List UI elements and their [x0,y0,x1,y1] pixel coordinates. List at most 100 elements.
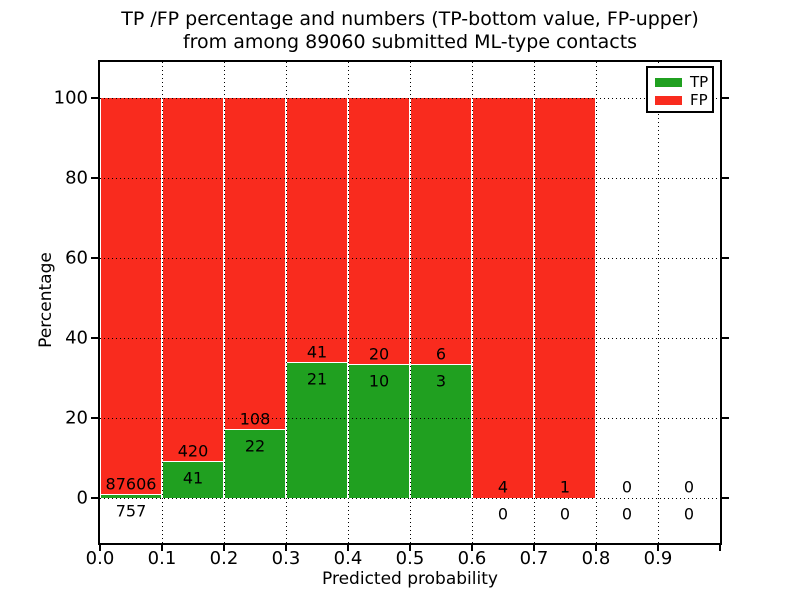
bar-fp-segment [101,98,161,495]
gridline-vertical [224,62,225,543]
tp-count-label: 0 [559,504,571,524]
tp-count-label: 22 [244,436,266,456]
gridline-horizontal [100,498,720,499]
x-tick-mark [285,545,287,551]
gridline-vertical [410,62,411,543]
gridline-horizontal [100,258,720,259]
fp-count-label: 41 [306,342,328,362]
fp-count-label: 1 [559,477,571,497]
x-tick-mark [533,545,535,551]
bar-tp-segment [101,494,161,498]
y-tick-label: 60 [65,247,88,269]
x-tick-label: 0.1 [147,548,177,569]
legend-entry-tp: TP [655,73,712,91]
x-tick-mark [99,545,101,551]
tp-count-label: 41 [182,468,204,488]
tp-swatch-icon [655,77,682,87]
x-tick-label: 0.3 [271,548,301,569]
bar-tp-segment [411,364,471,498]
y-tick-label: 0 [76,487,88,509]
gridline-vertical [472,62,473,543]
y-tick-mark-right [722,497,729,499]
fp-count-label: 0 [683,477,695,497]
tp-count-label: 757 [115,501,147,521]
bar-fp-segment [163,98,223,463]
x-tick-mark [223,545,225,551]
y-tick-label: 80 [65,167,88,189]
x-tick-label: 0.8 [581,548,611,569]
y-tick-mark-right [722,257,729,259]
gridline-horizontal [100,178,720,179]
x-tick-mark [471,545,473,551]
x-tick-mark [719,545,721,551]
y-tick-mark-left [91,257,98,259]
bar-fp-segment [287,98,347,363]
y-tick-mark-right [722,417,729,419]
y-tick-mark-right [722,337,729,339]
gridline-vertical [658,62,659,543]
plot-inner: 87606 757 420 41 108 22 41 21 20 10 6 3 4 0 1 0 0 0 0 0 0.0 0… [54,62,729,569]
x-tick-mark [595,545,597,551]
gridline-horizontal [100,418,720,419]
y-tick-mark-left [91,337,98,339]
gridline-vertical [286,62,287,543]
y-axis-label: Percentage [36,252,56,348]
gridline-vertical [534,62,535,543]
fp-count-label: 6 [435,344,447,364]
tp-count-label: 3 [435,371,447,391]
tp-count-label: 0 [497,504,509,524]
y-tick-mark-left [91,97,98,99]
fp-count-label: 87606 [105,474,157,494]
bar-fp-segment [225,98,285,431]
y-tick-label: 40 [65,327,88,349]
gridline-horizontal [100,98,720,99]
legend: TP FP [646,66,714,113]
x-tick-mark [347,545,349,551]
gridline-vertical [348,62,349,543]
bar-fp-segment [535,98,595,498]
gridline-vertical [162,62,163,543]
y-tick-mark-left [91,497,98,499]
legend-label-tp: TP [690,73,709,91]
legend-entry-fp: FP [655,91,712,109]
bar-tp-segment [287,362,347,498]
bar-tp-segment [163,462,223,498]
x-tick-label: 0.6 [457,548,487,569]
x-tick-mark [161,545,163,551]
chart-title-line1: TP /FP percentage and numbers (TP-bottom… [121,8,699,30]
bar-tp-segment [349,364,409,498]
x-tick-label: 0.5 [395,548,425,569]
x-tick-label: 0.4 [333,548,363,569]
fp-count-label: 4 [497,477,509,497]
x-tick-label: 0.9 [643,548,673,569]
bar-fp-segment [473,98,533,498]
bar-fp-segment [349,98,409,365]
tp-count-label: 21 [306,369,328,389]
x-axis-label: Predicted probability [322,569,498,589]
gridline-horizontal [100,338,720,339]
x-tick-label: 0.2 [209,548,239,569]
x-tick-label: 0.0 [85,548,115,569]
fp-count-label: 420 [177,441,209,461]
x-tick-mark [657,545,659,551]
y-tick-label: 100 [53,87,88,109]
tp-count-label: 10 [368,371,390,391]
y-tick-mark-left [91,417,98,419]
fp-count-label: 20 [368,344,390,364]
fp-count-label: 108 [239,409,271,429]
gridline-vertical [596,62,597,543]
fp-swatch-icon [655,95,682,105]
chart-title: TP /FP percentage and numbers (TP-bottom… [100,8,720,54]
y-tick-mark-right [722,97,729,99]
bar-fp-segment [411,98,471,365]
x-tick-mark [409,545,411,551]
chart-title-line2: from among 89060 submitted ML-type conta… [182,31,638,53]
legend-label-fp: FP [690,91,708,109]
tp-count-label: 0 [683,504,695,524]
bar-tp-segment [225,430,285,498]
y-tick-mark-left [91,177,98,179]
y-tick-mark-right [722,177,729,179]
x-tick-label: 0.7 [519,548,549,569]
fp-count-label: 0 [621,477,633,497]
